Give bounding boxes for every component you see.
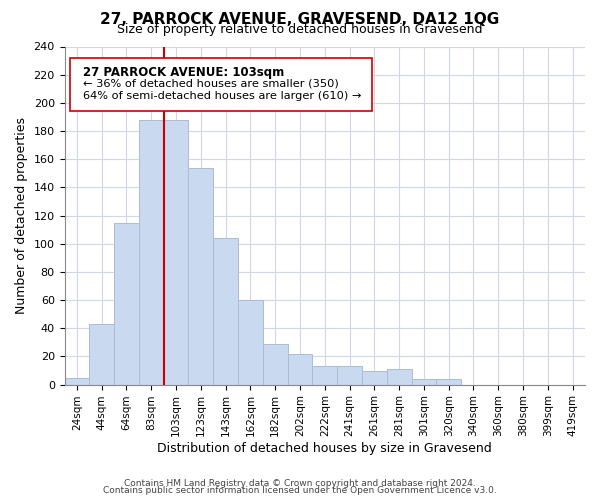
Bar [287, 354, 313, 384]
Bar [238, 300, 263, 384]
Bar [337, 366, 362, 384]
Bar [412, 379, 436, 384]
Text: Contains public sector information licensed under the Open Government Licence v3: Contains public sector information licen… [103, 486, 497, 495]
Bar [164, 120, 188, 384]
X-axis label: Distribution of detached houses by size in Gravesend: Distribution of detached houses by size … [157, 442, 492, 455]
Text: Size of property relative to detached houses in Gravesend: Size of property relative to detached ho… [117, 22, 483, 36]
Bar [65, 378, 89, 384]
FancyBboxPatch shape [70, 58, 371, 110]
Text: 27, PARROCK AVENUE, GRAVESEND, DA12 1QG: 27, PARROCK AVENUE, GRAVESEND, DA12 1QG [100, 12, 500, 28]
Bar [436, 379, 461, 384]
Bar [114, 222, 139, 384]
Bar [263, 344, 287, 384]
Text: 64% of semi-detached houses are larger (610) →: 64% of semi-detached houses are larger (… [83, 91, 361, 101]
Bar [387, 369, 412, 384]
Text: 27 PARROCK AVENUE: 103sqm: 27 PARROCK AVENUE: 103sqm [83, 66, 284, 79]
Bar [313, 366, 337, 384]
Y-axis label: Number of detached properties: Number of detached properties [15, 117, 28, 314]
Bar [213, 238, 238, 384]
Bar [362, 370, 387, 384]
Bar [139, 120, 164, 384]
Bar [89, 324, 114, 384]
Text: ← 36% of detached houses are smaller (350): ← 36% of detached houses are smaller (35… [83, 78, 338, 88]
Text: Contains HM Land Registry data © Crown copyright and database right 2024.: Contains HM Land Registry data © Crown c… [124, 478, 476, 488]
Bar [188, 168, 213, 384]
